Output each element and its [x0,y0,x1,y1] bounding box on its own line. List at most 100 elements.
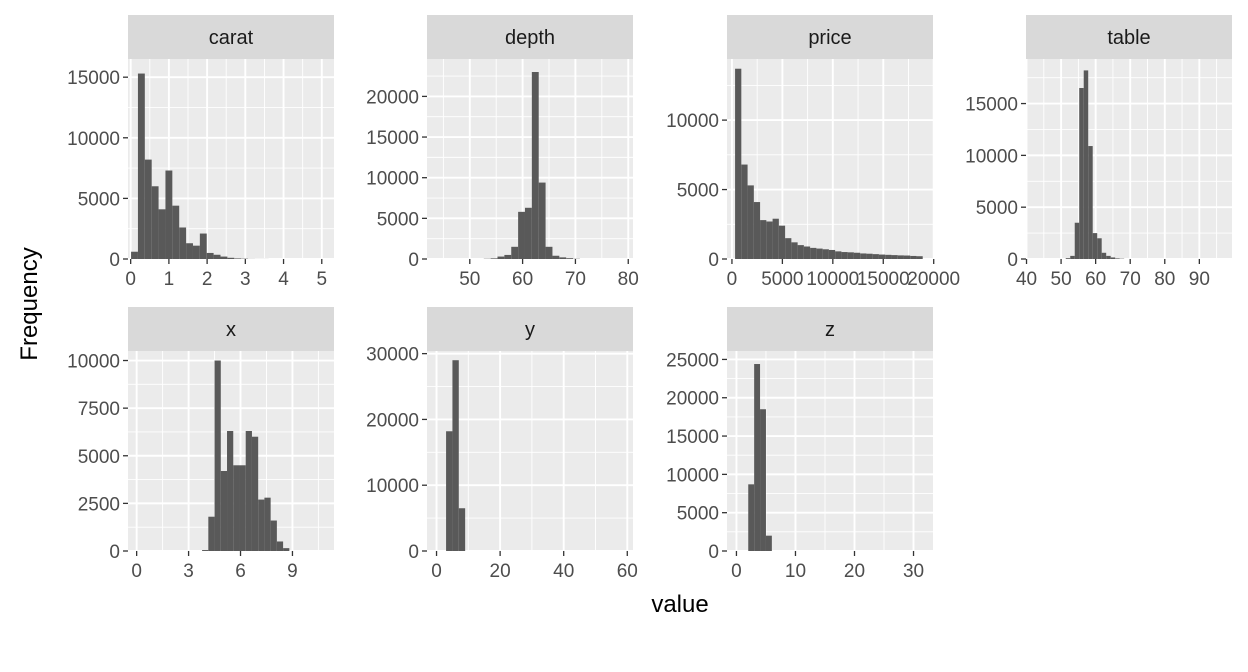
x-axis-title: value [651,591,708,618]
facet-strip-label: carat [209,27,254,49]
histogram-bar [735,68,742,259]
histogram-bar [131,251,138,259]
histogram-bar [910,255,917,259]
x-tick-label: 0 [125,269,136,290]
gridlines [727,59,933,259]
y-tick-label: 10000 [67,129,120,150]
histogram-bar [251,436,259,551]
y-tick-label: 7500 [78,399,120,420]
x-tick-label: 20000 [907,269,960,290]
x-tick-label: 20 [490,561,511,582]
histogram-bar [916,256,923,259]
facet-panel-z: z 0 5000 10000 15000 20000 25000 0 10 20 30 [666,307,933,582]
histogram-bar [810,247,817,259]
gridlines [1026,59,1232,259]
histogram-bar [822,249,829,259]
histogram-bar [1083,70,1089,259]
histogram-bar [199,233,207,259]
histogram-bar [766,221,773,259]
histogram-bars [748,364,772,551]
facet-strip-label: y [525,319,535,341]
histogram-bar [276,541,284,551]
histogram-bar [172,205,180,259]
x-tick-label: 80 [618,269,639,290]
histogram-bar [1097,238,1102,259]
histogram-bar [245,431,252,551]
histogram-bar [220,471,228,551]
histogram-bar [754,364,761,551]
histogram-bar [258,499,265,551]
histogram-bar [897,255,904,259]
histogram-bar [283,548,290,551]
y-tick-label: 10000 [666,111,719,132]
histogram-bar [785,238,792,259]
y-tick-label: 10000 [366,169,419,190]
histogram-bar [208,516,215,551]
histogram-bar [165,170,173,259]
y-tick-label: 5000 [78,447,120,468]
histogram-bar [803,246,811,259]
histogram-bar [233,465,240,551]
histogram-bar [1079,88,1084,259]
histogram-bar [748,484,755,551]
x-tick-label: 40 [1016,269,1037,290]
facet-strip [427,307,633,351]
histogram-bar [202,550,209,551]
histogram-bar [1101,252,1107,259]
histogram-bar [753,202,761,259]
facet-strip [1026,15,1232,59]
histogram-bar [1115,258,1120,259]
histogram-bar [1070,255,1075,259]
histogram-bars [735,68,923,259]
histogram-bar [192,245,200,259]
x-tick-label: 3 [240,269,251,290]
facet-strip [727,15,933,59]
y-tick-label: 15000 [67,68,120,89]
histogram-bar [518,211,525,259]
facet-panel-x: x 0 2500 5000 7500 10000 0 3 6 9 [67,307,334,582]
y-tick-label: 0 [1007,250,1018,271]
histogram-bar [239,465,246,551]
y-tick-label: 20000 [366,410,419,431]
y-tick-label: 15000 [366,128,419,149]
facet-strip-label: depth [505,27,555,49]
histogram-bar [213,254,221,259]
histogram-bar [1110,257,1116,259]
histogram-bar [545,246,553,259]
histogram-bar [816,248,823,259]
histogram-bar [234,258,242,259]
y-tick-label: 20000 [666,389,719,410]
histogram-bar [866,253,873,259]
x-tick-label: 40 [553,561,574,582]
histogram-bar [765,535,772,551]
histogram-bars [1065,70,1125,259]
histogram-bars [483,72,580,259]
histogram-bar [778,225,786,259]
y-tick-label: 5000 [377,209,419,230]
x-tick-label: 0 [731,561,742,582]
histogram-bar [511,246,519,259]
histogram-bar [853,252,861,259]
histogram-bar [903,255,911,259]
histogram-bar [220,256,228,259]
x-tick-label: 2 [202,269,213,290]
x-tick-label: 0 [131,561,142,582]
y-tick-label: 10000 [67,352,120,373]
histogram-bar [186,243,193,259]
histogram-bar [1092,233,1098,259]
x-tick-label: 0 [431,561,442,582]
gridlines [427,351,633,551]
y-tick-label: 20000 [366,87,419,108]
histogram-bar [860,253,867,259]
y-tick-label: 30000 [366,345,419,366]
histogram-bar [841,252,848,259]
y-tick-label: 5000 [78,189,120,210]
histogram-bar [490,258,498,259]
histogram-bar [760,409,766,551]
y-tick-label: 0 [408,542,419,563]
histogram-bar [227,257,235,259]
y-tick-label: 5000 [677,181,719,202]
x-tick-label: 4 [278,269,289,290]
histogram-bar [504,254,512,259]
